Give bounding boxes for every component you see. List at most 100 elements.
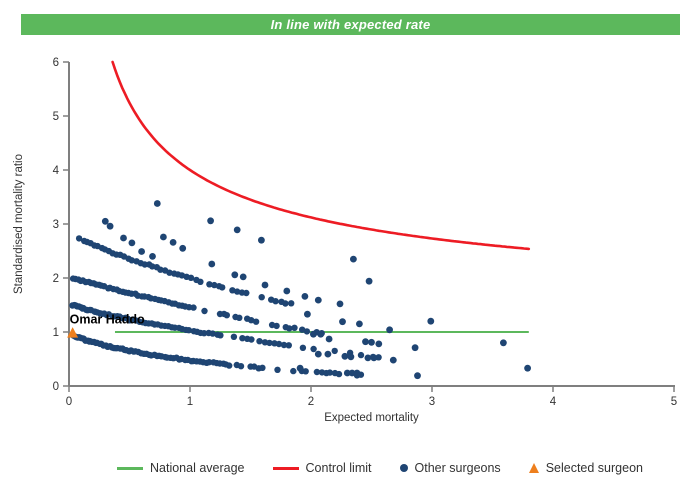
legend-label: Selected surgeon	[545, 461, 643, 475]
surgeon-point	[141, 261, 148, 268]
x-tick-label: 2	[308, 396, 314, 408]
surgeon-point	[325, 335, 333, 343]
surgeon-point	[326, 369, 334, 376]
surgeon-point	[313, 368, 321, 376]
surgeon-point	[234, 288, 241, 295]
surgeon-point	[190, 304, 197, 311]
surgeon-point	[411, 344, 419, 352]
surgeon-point	[258, 236, 265, 244]
surgeon-point	[303, 328, 311, 335]
surgeon-point	[200, 330, 208, 337]
surgeon-point	[273, 322, 280, 330]
surgeon-point	[282, 300, 289, 307]
control-limit-line-swatch	[272, 466, 299, 470]
surgeon-point	[138, 248, 146, 255]
surgeon-point	[229, 287, 236, 294]
surgeon-point	[75, 235, 83, 242]
surgeon-point	[427, 317, 435, 325]
surgeon-point	[236, 314, 243, 321]
surgeon-point	[248, 336, 255, 343]
surgeon-point	[231, 271, 239, 279]
surgeon-point	[290, 367, 297, 375]
surgeon-point	[197, 278, 204, 285]
surgeon-point	[153, 200, 161, 207]
national-average-line-swatch	[117, 466, 143, 470]
surgeon-point	[304, 310, 311, 318]
surgeon-point	[386, 326, 393, 334]
surgeon-point	[266, 339, 273, 347]
surgeon-point	[120, 234, 127, 242]
surgeon-point	[317, 330, 325, 338]
surgeon-point	[209, 330, 216, 337]
y-tick-label: 1	[53, 327, 59, 339]
surgeon-point	[375, 340, 383, 348]
y-tick-label: 3	[53, 219, 59, 231]
surgeon-point	[185, 327, 192, 334]
surgeon-point	[283, 287, 291, 295]
legend-label: National average	[150, 461, 245, 475]
legend-label: Other surgeons	[414, 461, 501, 475]
y-tick-label: 5	[53, 111, 59, 123]
surgeon-point	[258, 294, 265, 301]
legend-item-national-average: National average	[117, 461, 245, 475]
surgeon-point	[343, 369, 351, 377]
y-tick-label: 6	[53, 57, 59, 69]
surgeon-point	[149, 253, 156, 260]
surgeon-point	[331, 347, 338, 355]
surgeon-point	[101, 217, 109, 225]
surgeon-point	[524, 364, 531, 372]
surgeon-point	[128, 257, 135, 264]
surgeon-point	[347, 353, 355, 361]
surgeon-point	[414, 372, 421, 380]
x-tick-label: 4	[550, 396, 557, 408]
surgeon-point	[179, 244, 187, 252]
other-surgeons-dot-swatch	[399, 464, 408, 472]
surgeon-point	[336, 300, 344, 308]
surgeon-point	[280, 341, 288, 349]
surgeon-point	[106, 222, 114, 230]
surgeon-point	[261, 281, 269, 289]
surgeon-point	[219, 284, 226, 291]
surgeon-point	[296, 364, 304, 372]
legend-label: Control limit	[305, 461, 372, 475]
funnel-plot-chart: 0 1 2 3 4 5 6 0 1 2 3 4 5 Expected mortality Standardi…	[13, 57, 677, 424]
surgeon-point	[299, 344, 307, 351]
selected-surgeon-marker	[67, 327, 79, 338]
selected-surgeon-triangle-swatch	[528, 463, 539, 473]
surgeon-point	[324, 350, 332, 358]
x-axis-title: Expected mortality	[324, 412, 419, 424]
surgeon-point	[364, 354, 372, 362]
surgeon-point	[339, 318, 346, 326]
legend-item-selected-surgeon: Selected surgeon	[528, 461, 643, 475]
surgeon-point	[353, 369, 361, 377]
surgeon-point	[157, 266, 164, 273]
surgeon-point	[169, 239, 177, 246]
x-tick-label: 1	[187, 396, 193, 408]
surgeon-point	[302, 368, 309, 375]
surgeon-point	[348, 369, 356, 377]
surgeon-point	[187, 274, 195, 281]
surgeon-point	[356, 320, 363, 328]
legend-item-other-surgeons: Other surgeons	[399, 461, 501, 475]
surgeon-point	[226, 362, 233, 369]
surgeon-point	[233, 226, 241, 234]
surgeon-point	[370, 354, 378, 362]
y-tick-label: 2	[53, 273, 59, 285]
surgeon-point	[286, 325, 293, 332]
surgeon-point	[201, 307, 208, 315]
surgeon-point	[291, 324, 298, 331]
surgeon-point	[207, 217, 215, 225]
surgeon-point	[259, 364, 266, 371]
surgeon-point	[341, 352, 349, 360]
surgeon-point	[217, 332, 224, 339]
y-axis-title: Standardised mortality ratio	[13, 154, 25, 294]
control-limit-curve	[111, 60, 531, 251]
x-tick-label: 3	[429, 396, 435, 408]
chart-legend: National average Control limit Other sur…	[30, 461, 700, 475]
surgeon-point	[160, 233, 167, 241]
legend-item-control-limit: Control limit	[272, 461, 372, 475]
surgeon-point	[248, 317, 255, 324]
surgeon-point	[301, 293, 309, 300]
surgeon-point	[288, 300, 295, 307]
